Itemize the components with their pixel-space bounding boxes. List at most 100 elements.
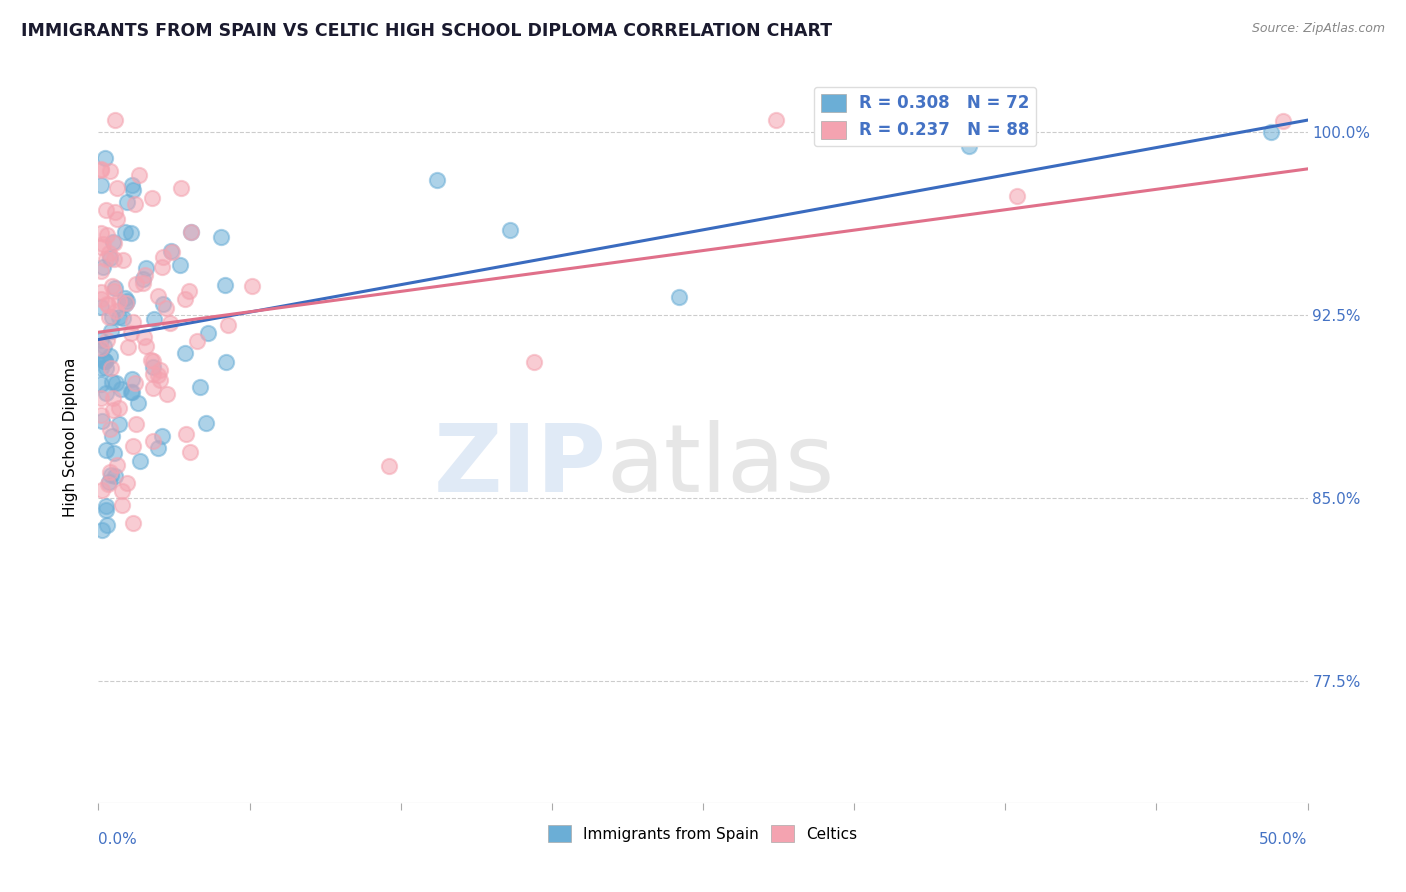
Point [101, 235, 124, 249]
Point [114, 297, 136, 311]
Point [91, 260, 114, 274]
Point [96, 227, 118, 242]
Point [169, 258, 191, 272]
Point [105, 212, 128, 227]
Point [523, 355, 546, 369]
Y-axis label: High School Diploma: High School Diploma [63, 358, 77, 516]
Point [170, 180, 193, 194]
Point [141, 191, 163, 205]
Point [214, 277, 236, 292]
Point [115, 296, 138, 310]
Point [115, 195, 138, 210]
Point [100, 324, 122, 338]
Point [100, 310, 122, 324]
Point [142, 380, 165, 394]
Point [98, 349, 121, 363]
Point [217, 318, 239, 332]
Point [101, 403, 124, 417]
Point [240, 279, 263, 293]
Point [90, 343, 112, 358]
Point [104, 281, 127, 295]
Point [91, 237, 114, 252]
Point [135, 260, 157, 275]
Point [90, 178, 112, 193]
Point [103, 284, 125, 298]
Point [149, 373, 172, 387]
Point [105, 303, 128, 318]
Point [180, 225, 202, 239]
Point [148, 368, 170, 382]
Point [101, 391, 124, 405]
Point [160, 244, 183, 259]
Point [96, 517, 118, 532]
Text: 0.0%: 0.0% [98, 832, 138, 847]
Point [107, 401, 129, 415]
Point [96, 297, 118, 311]
Point [129, 454, 152, 468]
Point [94, 500, 117, 514]
Point [149, 363, 172, 377]
Point [98, 475, 121, 489]
Point [134, 268, 156, 282]
Point [103, 446, 125, 460]
Point [90, 240, 112, 254]
Point [111, 483, 134, 498]
Point [91, 523, 114, 537]
Point [91, 483, 114, 497]
Point [135, 339, 157, 353]
Point [957, 139, 980, 153]
Point [150, 260, 173, 274]
Point [127, 395, 149, 409]
Point [765, 113, 787, 128]
Point [141, 353, 163, 368]
Point [107, 293, 129, 308]
Text: ZIP: ZIP [433, 420, 606, 512]
Point [96, 203, 118, 218]
Point [100, 429, 122, 443]
Point [1007, 188, 1029, 202]
Point [93, 354, 115, 368]
Point [101, 375, 124, 389]
Text: atlas: atlas [606, 420, 835, 512]
Point [142, 368, 165, 382]
Point [121, 385, 143, 400]
Point [377, 458, 399, 473]
Point [197, 326, 219, 341]
Point [142, 434, 165, 448]
Point [90, 300, 112, 314]
Point [90, 342, 112, 356]
Point [179, 284, 201, 298]
Point [114, 225, 136, 239]
Point [104, 113, 127, 128]
Point [1260, 125, 1282, 139]
Point [93, 353, 115, 368]
Point [104, 468, 127, 483]
Point [180, 225, 202, 239]
Point [498, 222, 520, 236]
Point [90, 408, 112, 422]
Text: 50.0%: 50.0% [1260, 832, 1308, 847]
Point [159, 316, 181, 330]
Point [112, 311, 135, 326]
Point [141, 360, 163, 375]
Point [90, 334, 112, 348]
Point [90, 285, 112, 300]
Point [125, 277, 148, 291]
Point [94, 252, 117, 267]
Point [100, 251, 122, 265]
Point [97, 298, 120, 312]
Point [90, 163, 112, 178]
Point [112, 253, 135, 268]
Point [90, 292, 112, 306]
Point [174, 346, 197, 360]
Point [115, 475, 138, 490]
Point [148, 441, 170, 455]
Text: IMMIGRANTS FROM SPAIN VS CELTIC HIGH SCHOOL DIPLOMA CORRELATION CHART: IMMIGRANTS FROM SPAIN VS CELTIC HIGH SCH… [21, 22, 832, 40]
Point [103, 205, 125, 219]
Point [100, 279, 122, 293]
Point [122, 516, 145, 530]
Point [90, 392, 112, 406]
Point [668, 290, 690, 304]
Point [98, 246, 121, 260]
Point [96, 333, 118, 347]
